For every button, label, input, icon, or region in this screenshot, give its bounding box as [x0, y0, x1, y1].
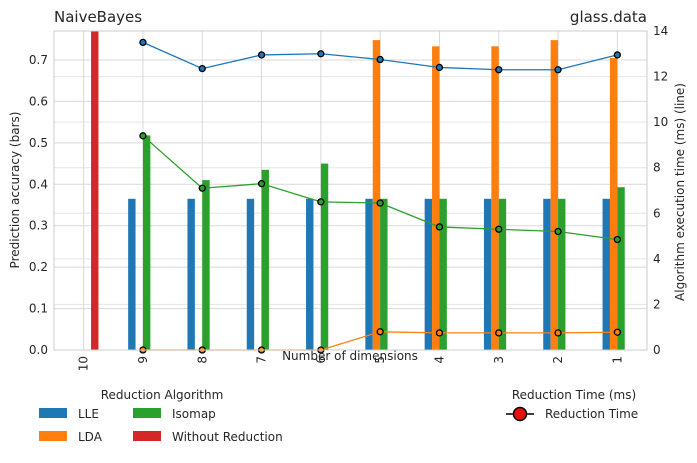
legend-title: Reduction Algorithm	[101, 388, 224, 402]
bar-isomap-1	[617, 187, 625, 350]
time-point-0-1	[613, 51, 621, 59]
bar-lle-8	[187, 198, 195, 350]
y-tick-left-4: 0.4	[29, 177, 48, 191]
legend-label-without-reduction: Without Reduction	[172, 430, 283, 444]
x-tick-6: 6	[314, 356, 328, 364]
legend-reduction-algorithm: Reduction Algorithm LLE Isomap LDA Witho…	[39, 388, 283, 444]
x-tick-1: 1	[610, 356, 624, 364]
time-point-0-5	[376, 55, 384, 64]
time-point-2-9	[139, 132, 147, 140]
time-point-2-3	[495, 225, 503, 233]
time-point-1-1	[613, 328, 621, 336]
x-tick-9: 9	[136, 356, 150, 364]
y-tick-left-5: 0.5	[29, 136, 48, 150]
y-tick-right-2: 4	[653, 252, 661, 266]
legend-swatch-lle	[39, 408, 67, 418]
time-point-2-8	[198, 184, 206, 192]
time-point-0-9	[139, 38, 147, 47]
x-tick-10: 10	[77, 356, 91, 371]
time-point-0-3	[495, 66, 503, 74]
legend-label-lle: LLE	[78, 407, 99, 421]
y-tick-right-5: 10	[653, 115, 668, 129]
x-tick-4: 4	[432, 356, 446, 364]
time-point-0-7	[257, 51, 266, 59]
y-tick-right-1: 2	[653, 297, 661, 311]
time-point-2-5	[376, 199, 384, 207]
x-axis-label: Number of dimensions	[282, 349, 418, 363]
y-tick-left-6: 0.6	[29, 94, 48, 108]
bar-without-reduction-10	[91, 31, 99, 350]
bar-isomap-6	[320, 163, 329, 350]
y-tick-left-0: 0.0	[29, 343, 48, 357]
bar-lle-6	[306, 198, 314, 350]
legend-label-isomap: Isomap	[172, 407, 216, 421]
bar-lda-2	[550, 40, 559, 350]
time-point-0-8	[198, 64, 206, 73]
bar-isomap-7	[261, 169, 269, 350]
time-point-0-2	[554, 66, 562, 74]
bar-isomap-9	[142, 135, 151, 350]
y-tick-right-0: 0	[653, 343, 661, 357]
plot-frame	[53, 30, 648, 351]
bars-layer	[91, 31, 625, 351]
bar-isomap-2	[558, 198, 566, 350]
bar-isomap-4	[439, 198, 447, 350]
bar-lle-9	[128, 198, 136, 350]
time-point-2-4	[435, 223, 444, 231]
bar-lda-5	[372, 40, 381, 350]
y-tick-right-4: 8	[653, 161, 661, 175]
legend-swatch-without-reduction	[133, 431, 161, 441]
y-axis-label-right: Algorithm execution time (ms) (line)	[673, 83, 687, 301]
y-tick-left-1: 0.1	[29, 302, 48, 316]
y-tick-left-3: 0.3	[29, 219, 48, 233]
y-axis-label-left: Prediction accuracy (bars)	[8, 112, 22, 269]
lines-layer	[139, 38, 621, 354]
legend-reduction-time: Reduction Time (ms) Reduction Time	[506, 388, 638, 422]
time-point-0-6	[317, 50, 325, 58]
legend-time-marker	[512, 406, 528, 422]
y-tick-left-2: 0.2	[29, 260, 48, 274]
chart-title-left: NaiveBayes	[54, 8, 142, 26]
bar-lle-2	[543, 198, 551, 350]
y-tick-right-6: 12	[653, 70, 668, 84]
y-tick-right-3: 6	[653, 206, 661, 220]
legend-swatch-lda	[39, 431, 67, 441]
bar-lda-1	[609, 57, 618, 351]
bar-lle-4	[424, 198, 433, 350]
bar-lle-7	[246, 198, 255, 350]
time-point-2-6	[317, 198, 325, 206]
bar-lle-5	[365, 198, 373, 350]
time-point-1-5	[376, 328, 384, 336]
chart-title-right: glass.data	[570, 8, 647, 26]
bar-lle-1	[602, 198, 610, 350]
bar-lle-3	[483, 198, 492, 350]
time-point-2-1	[613, 235, 621, 244]
legend-time-label: Reduction Time	[545, 407, 638, 421]
time-point-2-7	[257, 180, 266, 188]
time-point-0-4	[435, 63, 444, 72]
x-tick-7: 7	[255, 356, 269, 364]
legend-swatch-isomap	[133, 408, 161, 418]
bar-lda-3	[491, 46, 499, 350]
x-tick-5: 5	[373, 356, 387, 364]
bar-isomap-5	[380, 198, 388, 350]
bar-isomap-8	[202, 180, 210, 350]
legend-label-lda: LDA	[78, 430, 103, 444]
time-point-1-2	[554, 329, 562, 337]
time-point-1-3	[495, 329, 503, 337]
x-tick-2: 2	[551, 356, 565, 364]
time-point-1-4	[435, 329, 444, 337]
x-tick-8: 8	[195, 356, 209, 364]
bar-lda-4	[432, 46, 440, 350]
time-point-2-2	[554, 227, 562, 236]
y-tick-right-7: 14	[653, 24, 668, 38]
bar-isomap-3	[498, 198, 507, 350]
y-tick-left-7: 0.7	[29, 53, 48, 67]
legend-time-title: Reduction Time (ms)	[512, 388, 636, 402]
x-tick-3: 3	[492, 356, 506, 364]
